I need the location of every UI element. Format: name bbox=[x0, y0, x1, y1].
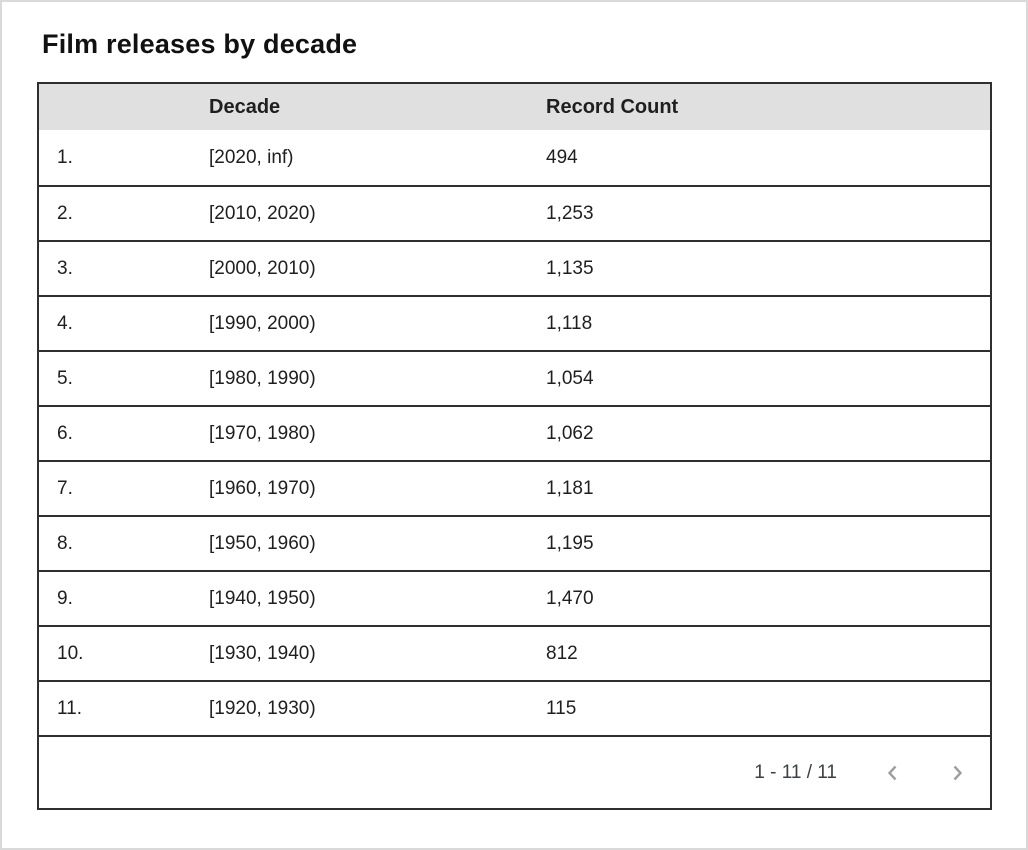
row-decade: [1920, 1930) bbox=[209, 697, 316, 719]
row-count: 1,054 bbox=[546, 367, 594, 389]
row-decade: [1960, 1970) bbox=[209, 477, 316, 499]
row-index: 5. bbox=[57, 367, 73, 389]
row-count: 1,470 bbox=[546, 587, 594, 609]
row-index: 7. bbox=[57, 477, 73, 499]
chevron-right-icon bbox=[945, 761, 969, 785]
table-row: 6. [1970, 1980) 1,062 bbox=[39, 405, 990, 460]
row-count: 1,195 bbox=[546, 532, 594, 554]
row-decade: [1990, 2000) bbox=[209, 312, 316, 334]
film-releases-table: Decade Record Count 1. [2020, inf) 494 2… bbox=[37, 82, 992, 810]
table-row: 4. [1990, 2000) 1,118 bbox=[39, 295, 990, 350]
row-count: 1,135 bbox=[546, 257, 594, 279]
row-count: 1,181 bbox=[546, 477, 594, 499]
row-index: 2. bbox=[57, 202, 73, 224]
row-index: 6. bbox=[57, 422, 73, 444]
row-decade: [1950, 1960) bbox=[209, 532, 316, 554]
row-decade: [1940, 1950) bbox=[209, 587, 316, 609]
row-count: 1,062 bbox=[546, 422, 594, 444]
row-index: 9. bbox=[57, 587, 73, 609]
header-cell-record-count[interactable]: Record Count bbox=[546, 95, 679, 118]
row-index: 8. bbox=[57, 532, 73, 554]
row-decade: [2020, inf) bbox=[209, 146, 294, 168]
table-row: 5. [1980, 1990) 1,054 bbox=[39, 350, 990, 405]
row-count: 494 bbox=[546, 146, 578, 168]
table-row: 1. [2020, inf) 494 bbox=[39, 130, 990, 185]
table-footer: 1 - 11 / 11 bbox=[39, 735, 990, 808]
table-row: 3. [2000, 2010) 1,135 bbox=[39, 240, 990, 295]
pagination-range-label: 1 - 11 / 11 bbox=[754, 761, 837, 783]
table-row: 9. [1940, 1950) 1,470 bbox=[39, 570, 990, 625]
row-decade: [1930, 1940) bbox=[209, 642, 316, 664]
pagination-next-button[interactable] bbox=[945, 761, 969, 785]
table-row: 8. [1950, 1960) 1,195 bbox=[39, 515, 990, 570]
row-count: 1,253 bbox=[546, 202, 594, 224]
row-index: 10. bbox=[57, 642, 84, 664]
row-count: 1,118 bbox=[546, 312, 593, 334]
row-decade: [1970, 1980) bbox=[209, 422, 316, 444]
row-decade: [1980, 1990) bbox=[209, 367, 316, 389]
page-title: Film releases by decade bbox=[42, 29, 358, 59]
row-index: 11. bbox=[57, 697, 83, 719]
table-header-row: Decade Record Count bbox=[39, 84, 990, 130]
table-row: 2. [2010, 2020) 1,253 bbox=[39, 185, 990, 240]
row-index: 4. bbox=[57, 312, 73, 334]
table-row: 11. [1920, 1930) 115 bbox=[39, 680, 990, 735]
pagination-prev-button[interactable] bbox=[881, 761, 905, 785]
header-cell-decade[interactable]: Decade bbox=[209, 95, 281, 118]
table-row: 10. [1930, 1940) 812 bbox=[39, 625, 990, 680]
row-decade: [2000, 2010) bbox=[209, 257, 316, 279]
row-index: 3. bbox=[57, 257, 73, 279]
table-row: 7. [1960, 1970) 1,181 bbox=[39, 460, 990, 515]
row-index: 1. bbox=[57, 146, 73, 168]
chevron-left-icon bbox=[881, 761, 905, 785]
row-count: 115 bbox=[546, 697, 577, 719]
row-decade: [2010, 2020) bbox=[209, 202, 316, 224]
table-body: 1. [2020, inf) 494 2. [2010, 2020) 1,253… bbox=[39, 130, 990, 735]
row-count: 812 bbox=[546, 642, 578, 664]
